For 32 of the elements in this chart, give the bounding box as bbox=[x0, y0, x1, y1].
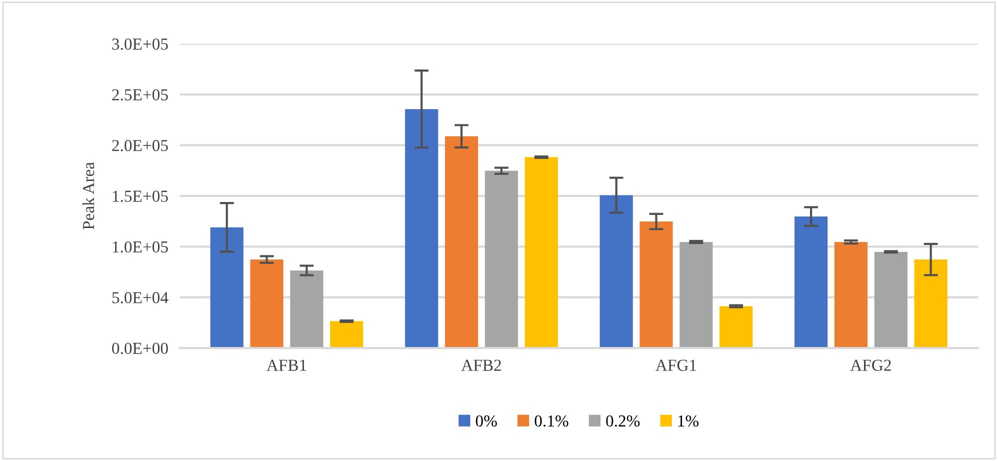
legend-label: 0.2% bbox=[606, 415, 640, 427]
bar bbox=[330, 321, 364, 348]
bar bbox=[640, 221, 673, 348]
bar bbox=[720, 306, 753, 348]
x-tick-label: AFG2 bbox=[850, 360, 891, 371]
bar bbox=[250, 260, 284, 348]
bar bbox=[405, 109, 438, 348]
bar bbox=[680, 242, 713, 348]
legend-label: 0% bbox=[476, 415, 497, 427]
y-tick-label: 2.5E+05 bbox=[112, 89, 168, 101]
bar bbox=[600, 195, 633, 348]
bar bbox=[914, 260, 948, 348]
y-tick-label: 1.0E+05 bbox=[112, 241, 168, 253]
bar bbox=[794, 216, 828, 348]
bar bbox=[874, 252, 908, 348]
legend-label: 0.1% bbox=[534, 415, 568, 427]
y-axis-title: Peak Area bbox=[82, 162, 94, 230]
bar bbox=[444, 136, 478, 348]
y-tick-label: 2.0E+05 bbox=[112, 140, 168, 152]
x-tick-label: AFB1 bbox=[266, 360, 306, 371]
y-tick-label: 1.5E+05 bbox=[112, 190, 168, 202]
y-tick-label: 5.0E+04 bbox=[112, 292, 168, 304]
y-tick-label: 3.0E+05 bbox=[112, 38, 168, 50]
y-tick-label: 0.0E+00 bbox=[112, 342, 168, 354]
bar bbox=[524, 157, 558, 348]
bar bbox=[210, 227, 244, 348]
x-tick-label: AFB2 bbox=[461, 360, 501, 371]
x-tick-label: AFG1 bbox=[656, 360, 696, 371]
legend-label: 1% bbox=[678, 415, 699, 427]
bar bbox=[484, 170, 518, 348]
bar bbox=[290, 270, 324, 348]
bar bbox=[834, 242, 868, 348]
